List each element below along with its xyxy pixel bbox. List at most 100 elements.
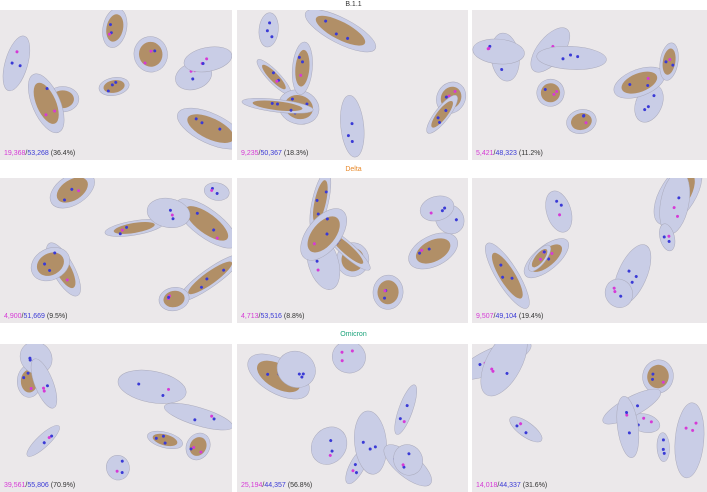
tissue-section [480,344,528,397]
count-caption: 19,368/53,268 (36.4%) [4,150,76,157]
marker-dot [268,21,272,25]
marker-dot [137,382,141,386]
tissue-image [241,10,467,158]
tissue-section [674,402,705,479]
marker-dot [662,235,666,239]
tissue-section [426,94,458,134]
total-count: 48,323 [495,150,517,157]
marker-dot [265,29,269,33]
marker-dot [662,451,666,455]
marker-dot [330,449,334,453]
marker-dot [45,384,49,388]
marker-dot [438,120,442,124]
marker-dot [170,213,174,217]
marker-dot [646,76,650,80]
marker-dot [48,268,52,272]
tissue-section [185,432,211,461]
marker-dot [420,248,424,252]
tissue-section [276,350,316,388]
marker-dot [210,188,214,192]
marker-dot [547,257,551,261]
marker-dot [646,105,650,109]
marker-dot [15,50,19,54]
marker-dot [558,213,562,217]
marker-dot [270,101,274,105]
tissue-section [2,35,31,92]
marker-dot [694,421,698,425]
marker-dot [325,232,329,236]
marker-dot [538,257,542,261]
tissue-section [528,244,551,272]
marker-dot [350,122,354,126]
percentage: (70.9%) [50,482,76,489]
marker-dot [651,377,655,381]
marker-dot [163,441,167,445]
marker-dot [316,212,320,216]
marker-dot [289,108,293,112]
marker-dot [297,372,301,376]
count-caption: 4,713/53,516 (8.8%) [241,313,305,320]
marker-dot [50,434,54,438]
slide-panel: 9,507/49,104 (19.4%) [472,178,707,323]
marker-dot [351,469,355,473]
marker-dot [43,262,47,266]
tissue-image [472,27,679,134]
marker-dot [661,438,665,442]
marker-dot [677,196,681,200]
tissue-section [106,454,130,481]
marker-dot [515,424,519,428]
tissue-section [536,46,607,70]
marker-dot [191,77,195,81]
tissue-section [291,41,313,95]
marker-dot [350,349,354,353]
count-caption: 14,018/44,337 (31.6%) [476,482,548,489]
marker-dot [115,469,119,473]
marker-dot [643,108,647,112]
marker-dot [555,90,559,94]
tissue-image [30,178,232,312]
marker-dot [47,436,51,440]
row-title: Omicron [340,331,367,338]
marker-dot [491,369,495,373]
marker-dot [110,83,114,87]
positive-count: 4,713 [241,313,259,320]
marker-dot [499,263,503,267]
marker-dot [212,417,216,421]
tissue-section [354,410,387,475]
tissue-section [177,107,232,150]
count-caption: 9,507/49,104 (19.4%) [476,313,544,320]
tissue-image [472,344,705,479]
marker-dot [28,356,32,360]
marker-dot [300,375,304,379]
marker-dot [53,109,57,113]
marker-dot [153,49,157,53]
marker-dot [29,387,33,391]
marker-dot [120,459,124,463]
marker-dot [301,372,305,376]
marker-dot [542,250,546,254]
marker-dot [161,434,165,438]
tissue-section [26,425,60,457]
tissue-section [300,208,347,261]
marker-dot [325,217,329,221]
slide-panel: 25,194/44,357 (56.8%) [237,344,468,492]
marker-dot [149,49,153,53]
marker-dot [619,294,623,298]
marker-dot [646,84,650,88]
marker-dot [161,393,165,397]
percentage: (36.4%) [50,150,76,157]
marker-dot [167,295,171,299]
count-caption: 25,194/44,357 (56.8%) [241,482,313,489]
marker-dot [407,452,411,456]
marker-dot [436,116,440,120]
marker-dot [271,71,275,75]
marker-dot [70,187,74,191]
marker-dot [10,61,14,65]
positive-count: 9,235 [241,150,259,157]
tissue-section [340,95,365,158]
total-count: 53,516 [260,313,282,320]
marker-dot [215,236,219,240]
marker-dot [353,463,357,467]
marker-dot [212,228,216,232]
marker-dot [401,463,405,467]
